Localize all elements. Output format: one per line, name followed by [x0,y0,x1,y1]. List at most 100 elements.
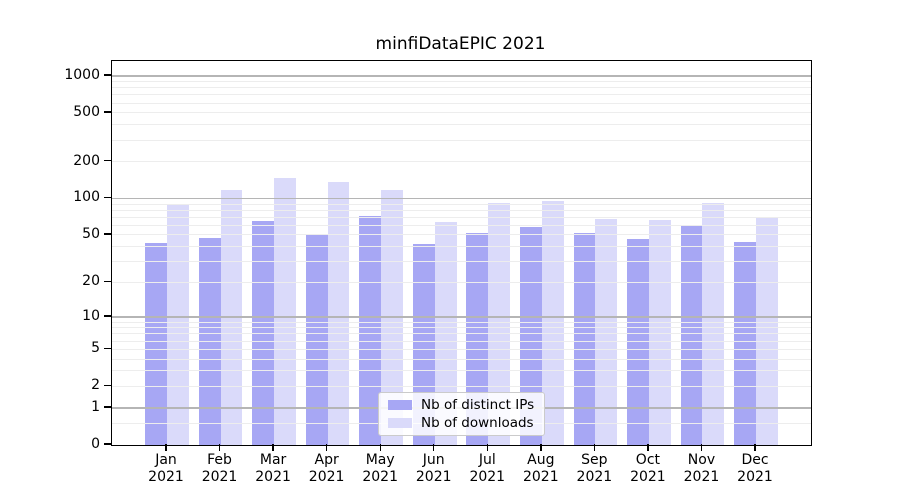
xtick-mark-jan [165,444,167,451]
ytick-mark-500 [104,111,111,113]
gridline-80 [112,209,811,211]
xtick-label-jun: Jun 2021 [415,452,452,485]
legend-label-downloads: Nb of downloads [421,415,534,431]
gridline-6 [112,340,811,342]
xtick-label-jan: Jan 2021 [148,452,184,485]
bar-downloads-jul [488,202,511,445]
gridline-5 [112,348,811,350]
ytick-mark-0 [104,443,111,445]
xtick-label-nov: Nov 2021 [683,452,720,485]
xtick-mark-feb [218,444,221,451]
bar-downloads-mar [274,177,296,445]
legend-item-distinct-ips: Nb of distinct IPs [379,397,544,413]
xtick-mark-jul [486,444,488,451]
gridline-9 [112,321,811,323]
ytick-label-1: 1 [91,398,100,415]
bar-ips-oct [627,239,649,445]
gridline-50 [112,234,811,236]
gridline-70 [112,216,811,218]
xtick-mark-mar [272,444,274,451]
gridline-2 [112,385,811,387]
gridline-40 [112,246,811,248]
gridline-1000 [112,75,811,77]
ytick-label-0: 0 [91,436,100,452]
bar-ips-apr [305,234,328,445]
bar-downloads-sep [595,218,618,445]
ytick-label-5: 5 [91,340,100,357]
ytick-mark-1000 [104,74,111,76]
gridline-200 [112,161,811,163]
ytick-label-500: 500 [73,103,100,120]
xtick-label-apr: Apr 2021 [308,452,345,485]
bar-ips-aug [520,227,542,445]
gridline-4 [112,358,811,360]
ytick-mark-10 [104,315,111,317]
ytick-label-200: 200 [73,152,100,169]
gridline-10 [112,316,811,318]
gridline-500 [112,112,811,114]
xtick-mark-aug [540,444,542,451]
bar-ips-dec [734,241,756,445]
xtick-label-oct: Oct 2021 [630,452,666,485]
legend-swatch-downloads [388,418,412,428]
gridline-30 [112,261,811,263]
ytick-mark-20 [104,280,111,283]
bar-ips-nov [680,225,703,445]
xtick-label-may: May 2021 [362,452,398,485]
bar-downloads-jan [167,205,189,445]
bar-ips-sep [573,232,596,445]
gridline-800 [112,87,811,89]
gridline-7 [112,333,811,335]
bar-downloads-oct [648,220,671,445]
gridline-100 [112,197,811,200]
gridline-90 [112,203,811,205]
bar-ips-mar [252,221,275,445]
ytick-mark-50 [104,233,111,235]
xtick-mark-may [379,444,381,451]
xtick-mark-dec [754,444,756,451]
bar-downloads-nov [702,202,725,445]
gridline-300 [112,139,811,141]
xtick-mark-oct [647,444,649,451]
xtick-label-aug: Aug 2021 [522,452,559,485]
xtick-mark-jun [433,444,435,451]
legend-item-downloads: Nb of downloads [379,415,544,431]
gridline-3 [112,370,811,372]
xtick-label-jul: Jul 2021 [469,452,506,485]
gridline-20 [112,281,811,283]
bar-ips-feb [198,238,221,445]
xtick-label-mar: Mar 2021 [255,452,291,485]
bar-ips-may [359,215,382,445]
ytick-mark-200 [104,160,111,162]
xtick-label-feb: Feb 2021 [201,452,238,485]
legend-label-distinct-ips: Nb of distinct IPs [421,397,535,413]
ytick-label-10: 10 [82,307,100,324]
legend-swatch-distinct-ips [388,400,412,410]
bar-ips-jul [466,232,489,445]
chart-title: minfiDataEPIC 2021 [375,34,546,54]
ytick-label-20: 20 [82,273,100,290]
ytick-label-50: 50 [82,225,100,242]
ytick-mark-5 [104,347,111,349]
gridline-700 [112,94,811,96]
gridline-400 [112,124,811,126]
bar-downloads-apr [327,182,350,445]
legend: Nb of distinct IPs Nb of downloads [378,392,545,436]
plot-area [111,60,812,446]
ytick-label-1000: 1000 [64,66,100,83]
ytick-mark-2 [104,384,111,386]
bar-ips-jan [145,242,167,445]
xtick-mark-nov [700,444,703,451]
xtick-label-sep: Sep 2021 [576,452,613,485]
ytick-label-100: 100 [73,189,100,206]
gridline-600 [112,102,811,104]
xtick-mark-apr [326,444,328,451]
ytick-mark-1 [104,406,111,408]
gridline-60 [112,224,811,226]
xtick-label-dec: Dec 2021 [737,452,773,485]
ytick-label-2: 2 [91,377,100,394]
gridline-8 [112,327,811,329]
ytick-mark-100 [104,196,111,199]
xtick-mark-sep [593,444,596,451]
